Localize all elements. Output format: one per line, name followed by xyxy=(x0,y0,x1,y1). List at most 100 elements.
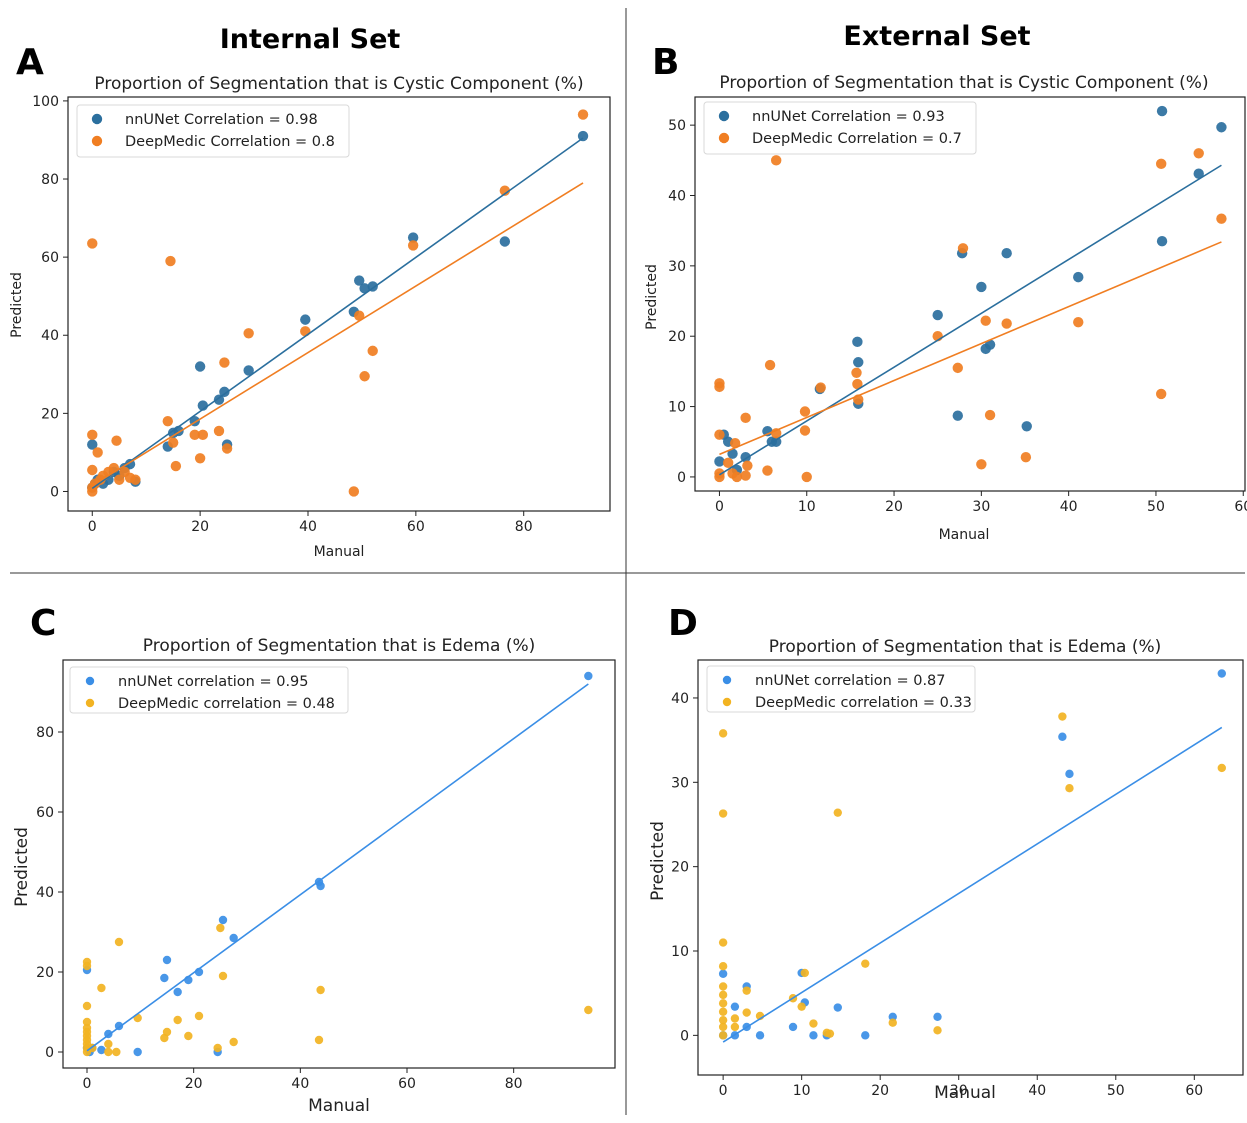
data-point xyxy=(952,410,963,421)
data-point xyxy=(219,386,230,398)
series-deepmedic xyxy=(82,923,593,1057)
data-point xyxy=(1216,122,1227,133)
data-point xyxy=(1020,452,1032,463)
data-point xyxy=(162,415,173,427)
data-point xyxy=(833,808,842,817)
data-point xyxy=(577,130,589,142)
data-point xyxy=(194,361,206,372)
data-point xyxy=(1193,168,1204,179)
y-tick-label: 60 xyxy=(36,805,54,821)
data-point xyxy=(499,236,511,247)
x-tick-label: 60 xyxy=(1185,1083,1203,1099)
legend-entry: nnUNet correlation = 0.87 xyxy=(755,673,946,689)
data-point xyxy=(742,986,751,995)
data-point xyxy=(1155,388,1167,400)
chart-a-legend: nnUNet Correlation = 0.98 DeepMedic Corre… xyxy=(76,104,350,158)
x-tick-label: 40 xyxy=(291,1076,309,1092)
data-point xyxy=(165,255,176,267)
legend-box xyxy=(69,666,349,714)
data-point xyxy=(97,1045,106,1055)
data-point xyxy=(218,915,228,925)
data-point xyxy=(133,1047,142,1057)
data-point xyxy=(718,729,728,738)
data-point xyxy=(888,1018,897,1027)
data-point xyxy=(82,1017,92,1027)
legend-marker xyxy=(718,132,730,144)
chart-b-legend: nnUNet Correlation = 0.93 DeepMedic Corre… xyxy=(703,101,977,155)
data-point xyxy=(114,937,124,947)
data-point xyxy=(87,486,98,497)
data-point xyxy=(730,1002,740,1011)
data-point xyxy=(367,345,378,357)
y-tick-label: 20 xyxy=(41,406,59,422)
x-tick-label: 30 xyxy=(972,499,990,515)
legend-entry: DeepMedic Correlation = 0.8 xyxy=(125,134,335,150)
data-point xyxy=(933,1026,942,1035)
y-tick-label: 0 xyxy=(677,470,686,486)
data-point xyxy=(718,999,728,1008)
data-point xyxy=(799,425,811,436)
x-tick-label: 0 xyxy=(715,499,724,515)
legend-box xyxy=(706,665,976,713)
chart-c: 0 20 40 60 80 0 20 40 60 80 nnUNet correlation = 0… xyxy=(36,659,616,1092)
x-tick-label: 80 xyxy=(515,519,533,535)
data-point xyxy=(788,1022,798,1032)
legend-entry: nnUNet correlation = 0.95 xyxy=(118,674,309,690)
data-point xyxy=(718,1007,728,1016)
y-tick-label: 60 xyxy=(41,250,59,266)
x-tick-label: 20 xyxy=(885,499,903,515)
data-point xyxy=(577,109,589,120)
data-point xyxy=(112,1047,121,1057)
x-tick-label: 40 xyxy=(1028,1083,1046,1099)
legend-entry: nnUNet Correlation = 0.98 xyxy=(125,112,318,128)
data-point xyxy=(815,382,826,393)
data-point xyxy=(714,429,725,440)
fit-line-nnunet xyxy=(86,683,589,1052)
data-point xyxy=(1156,105,1168,117)
x-tick-label: 60 xyxy=(398,1076,416,1092)
data-point xyxy=(976,459,987,470)
y-tick-label: 30 xyxy=(668,259,686,275)
chart-d-legend: nnUNet correlation = 0.87 DeepMedic corre… xyxy=(706,665,976,713)
chart-d-title: Proportion of Segmentation that is Edema… xyxy=(769,637,1162,657)
data-point xyxy=(213,394,225,405)
data-point xyxy=(742,460,753,471)
data-point xyxy=(348,486,360,497)
data-point xyxy=(742,1008,751,1017)
x-tick-label: 10 xyxy=(798,499,816,515)
data-point xyxy=(87,429,98,441)
chart-c-title: Proportion of Segmentation that is Edema… xyxy=(143,636,536,656)
data-point xyxy=(722,457,734,469)
fit-line-deepmedic xyxy=(91,182,584,487)
data-point xyxy=(1065,769,1074,779)
y-tick-label: 10 xyxy=(671,944,689,960)
data-point xyxy=(718,982,728,991)
data-point xyxy=(740,470,751,481)
data-point xyxy=(718,809,728,818)
fit-line-deepmedic xyxy=(719,241,1222,456)
data-point xyxy=(243,365,254,376)
data-point xyxy=(1073,316,1084,328)
data-point xyxy=(984,409,996,421)
y-tick-label: 80 xyxy=(41,172,59,188)
y-tick-label: 20 xyxy=(668,329,686,345)
legend-marker xyxy=(85,676,95,686)
data-point xyxy=(984,339,996,350)
series-deepmedic xyxy=(87,109,589,497)
data-point xyxy=(219,357,230,368)
data-point xyxy=(213,425,225,437)
y-tick-label: 40 xyxy=(36,885,54,901)
data-point xyxy=(300,326,311,337)
chart-a-axes-frame xyxy=(67,96,611,512)
data-point xyxy=(104,1047,113,1057)
y-tick-label: 20 xyxy=(671,860,689,876)
data-point xyxy=(1058,732,1067,741)
data-point xyxy=(851,367,862,378)
legend-entry: nnUNet Correlation = 0.93 xyxy=(752,109,945,125)
y-tick-label: 50 xyxy=(668,118,686,134)
data-point xyxy=(130,474,141,485)
x-tick-label: 40 xyxy=(299,519,317,535)
data-point xyxy=(162,955,172,965)
chart-b-ylabel: Predicted xyxy=(644,264,660,330)
chart-a-title: Proportion of Segmentation that is Cysti… xyxy=(94,74,583,94)
